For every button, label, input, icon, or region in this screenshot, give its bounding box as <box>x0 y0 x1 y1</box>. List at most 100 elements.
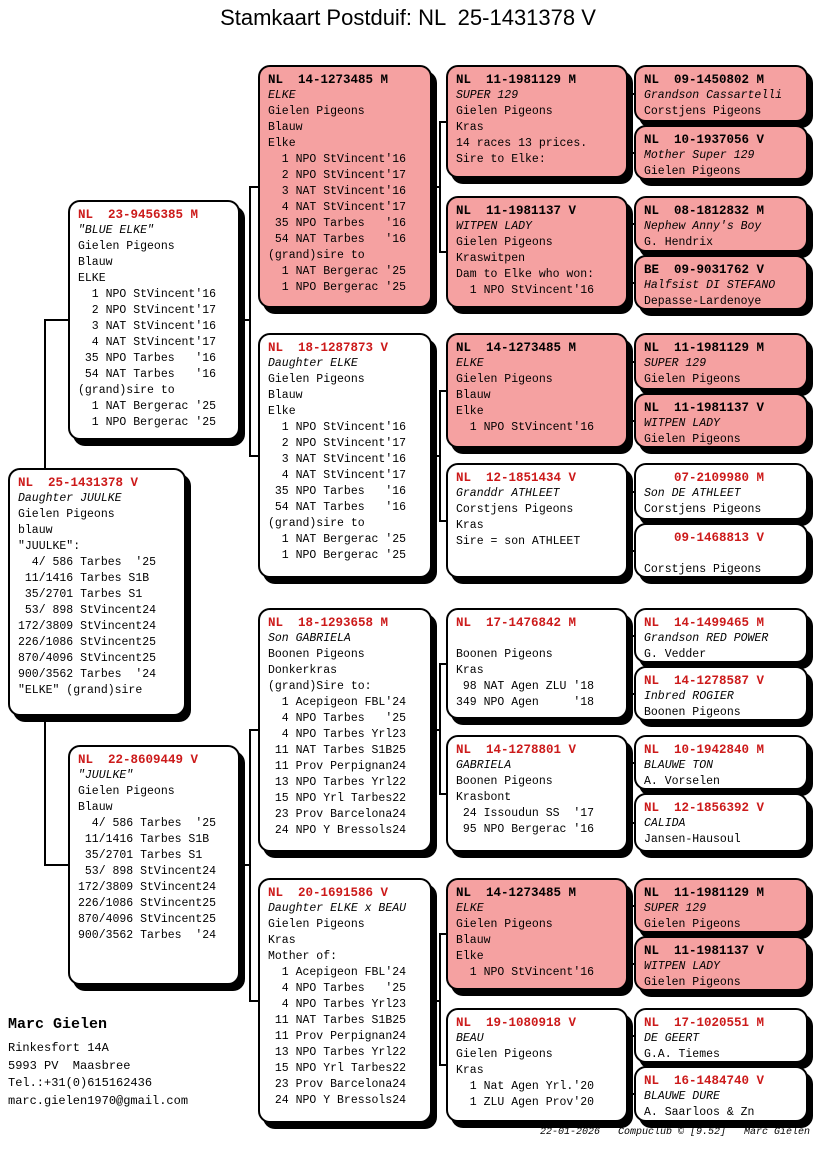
ring-number: NL 19-1080918 V <box>456 1016 577 1030</box>
pigeon-detail-line: Gielen Pigeons <box>268 373 365 386</box>
pigeon-detail-line: 900/3562 Tarbes '24 <box>18 668 157 681</box>
ring-number: NL 23-9456385 M <box>78 208 199 222</box>
pigeon-detail-line: (grand)sire to <box>78 384 175 397</box>
pigeon-name: Son DE ATHLEET <box>644 487 741 500</box>
pedigree-box-mfff: NL 14-1499465 M Grandson RED POWER G. Vedd… <box>634 608 808 663</box>
pigeon-detail-line: Gielen Pigeons <box>644 976 741 989</box>
pedigree-box-mm: NL 20-1691586 V Daughter ELKE x BEAU Giele… <box>258 878 432 1123</box>
ring-number: NL 25-1431378 V <box>18 476 139 490</box>
connector-line <box>439 120 446 123</box>
pigeon-detail-line: Sire = son ATHLEET <box>456 535 581 548</box>
pigeon-detail-line: Sire to Elke: <box>456 153 546 166</box>
pigeon-detail-line: 172/3809 StVincent24 <box>78 881 217 894</box>
pigeon-detail-line: 4 NPO Tarbes '25 <box>268 712 407 725</box>
pigeon-detail-line: 4 NAT StVincent'17 <box>268 201 407 214</box>
connector-line <box>631 821 634 824</box>
connector-line <box>631 1093 634 1095</box>
ring-number: NL 12-1851434 V <box>456 471 577 485</box>
pigeon-detail-line: Depasse-Lardenoye <box>644 295 762 308</box>
connector-line <box>628 792 631 795</box>
pigeon-detail-line: Gielen Pigeons <box>268 105 365 118</box>
pigeon-detail-line: 24 Issoudun SS '17 <box>456 807 595 820</box>
pedigree-box-f: NL 23-9456385 M "BLUE ELKE" Gielen Pigeons… <box>68 200 240 440</box>
pigeon-detail-line: 1 Nat Agen Yrl.'20 <box>456 1080 595 1093</box>
connector-line <box>249 186 251 456</box>
pigeon-detail-line: 1 Acepigeon FBL'24 <box>268 696 407 709</box>
pedigree-box-mf: NL 18-1293658 M Son GABRIELA Boonen Pigeon… <box>258 608 432 852</box>
connector-line <box>631 1034 634 1037</box>
owner-name: Marc Gielen <box>8 1016 108 1033</box>
pigeon-detail-line: 3 NAT StVincent'16 <box>268 185 407 198</box>
pigeon-detail-line: Blauw <box>78 801 113 814</box>
pigeon-detail-line: Gielen Pigeons <box>456 1048 553 1061</box>
ring-number: NL 14-1273485 M <box>456 886 577 900</box>
pedigree-box-fffm: NL 10-1937056 V Mother Super 129 Gielen Pi… <box>634 125 808 180</box>
pigeon-detail-line: 23 Prov Barcelona24 <box>268 1078 407 1091</box>
pedigree-box-mmf: NL 14-1273485 M ELKE Gielen Pigeons Blauw El… <box>446 878 628 990</box>
connector-line <box>628 389 631 392</box>
pigeon-detail-line: 2 NPO StVincent'17 <box>268 437 407 450</box>
pigeon-detail-line: 11 Prov Perpignan24 <box>268 760 407 773</box>
pigeon-detail-line: (grand)sire to <box>268 249 365 262</box>
pigeon-detail-line: 870/4096 StVincent25 <box>78 913 217 926</box>
ring-number: NL 18-1293658 M <box>268 616 389 630</box>
pigeon-name: Daughter JUULKE <box>18 492 122 505</box>
pedigree-box-fm: NL 18-1287873 V Daughter ELKE Gielen Pigeo… <box>258 333 432 578</box>
footer-credit: 22-01-2026 Compuclub © [9.52] Marc Giele… <box>539 1127 810 1138</box>
pigeon-detail-line: 226/1086 StVincent25 <box>18 636 157 649</box>
pigeon-detail-line: G. Hendrix <box>644 236 714 249</box>
pigeon-detail-line: Kras <box>268 934 296 947</box>
pigeon-detail-line: 1 NAT Bergerac '25 <box>268 265 407 278</box>
ring-number: NL 09-1450802 M <box>644 73 765 87</box>
pigeon-detail-line: Elke <box>268 137 296 150</box>
pigeon-name: ELKE <box>268 89 296 102</box>
connector-line <box>439 933 446 935</box>
pigeon-name: BLAUWE DURE <box>644 1090 720 1103</box>
pedigree-box-fmf: NL 14-1273485 M ELKE Gielen Pigeons Blauw El… <box>446 333 628 448</box>
connector-line <box>240 319 249 321</box>
ring-number: NL 14-1278801 V <box>456 743 577 757</box>
pigeon-detail-line: 1 NPO StVincent'16 <box>456 421 595 434</box>
pigeon-name: Daughter ELKE <box>268 357 358 370</box>
pigeon-detail-line: 14 races 13 prices. <box>456 137 588 150</box>
ring-number: NL 11-1981137 V <box>456 204 577 218</box>
pigeon-detail-line: 4 NPO Tarbes Yrl23 <box>268 728 407 741</box>
pigeon-detail-line: Kras <box>456 664 484 677</box>
pigeon-name: "BLUE ELKE" <box>78 224 154 237</box>
connector-line <box>432 185 439 188</box>
pigeon-name: Grandson RED POWER <box>644 632 769 645</box>
connector-line <box>439 390 441 521</box>
pedigree-box-fmmm: 09-1468813 V Corstjens Pigeons <box>634 523 808 578</box>
pigeon-detail-line: 4 NPO Tarbes '25 <box>268 982 407 995</box>
pigeon-name: ELKE <box>456 357 484 370</box>
ring-number: NL 20-1691586 V <box>268 886 389 900</box>
pigeon-detail-line: 11 NAT Tarbes S1B25 <box>268 1014 407 1027</box>
owner-address-line: Rinkesfort 14A <box>8 1041 109 1055</box>
pedigree-box-mmff: NL 11-1981129 M SUPER 129 Gielen Pigeons <box>634 878 808 933</box>
pigeon-detail-line: 4 NAT StVincent'17 <box>78 336 217 349</box>
pedigree-box-mfmf: NL 10-1942840 M BLAUWE TON A. Vorselen <box>634 735 808 790</box>
connector-line <box>631 281 634 284</box>
pigeon-detail-line: 1 NPO Bergerac '25 <box>268 549 407 562</box>
pigeon-detail-line: Gielen Pigeons <box>456 105 553 118</box>
pigeon-detail-line: "ELKE" (grand)sire <box>18 684 143 697</box>
pigeon-detail-line: Elke <box>268 405 296 418</box>
pigeon-name: CALIDA <box>644 817 686 830</box>
pigeon-detail-line: 98 NAT Agen ZLU '18 <box>456 680 595 693</box>
connector-line <box>631 905 633 964</box>
pigeon-detail-line: 13 NPO Tarbes Yrl22 <box>268 776 407 789</box>
connector-line <box>631 224 633 283</box>
connector-line <box>249 999 258 1002</box>
pigeon-detail-line: 54 NAT Tarbes '16 <box>78 368 217 381</box>
pigeon-detail-line: Gielen Pigeons <box>456 236 553 249</box>
pedigree-box-ffm: NL 11-1981137 V WITPEN LADY Gielen Pigeons… <box>446 196 628 308</box>
ring-number: BE 09-9031762 V <box>644 263 765 277</box>
pigeon-detail-line: Gielen Pigeons <box>644 165 741 178</box>
pigeon-detail-line: 13 NPO Tarbes Yrl22 <box>268 1046 407 1059</box>
connector-line <box>631 962 634 965</box>
pigeon-detail-line: Corstjens Pigeons <box>644 105 762 118</box>
pigeon-detail-line: 11 Prov Perpignan24 <box>268 1030 407 1043</box>
connector-line <box>628 120 631 123</box>
ring-number: NL 14-1273485 M <box>268 73 389 87</box>
pigeon-detail-line: 53/ 898 StVincent24 <box>78 865 217 878</box>
